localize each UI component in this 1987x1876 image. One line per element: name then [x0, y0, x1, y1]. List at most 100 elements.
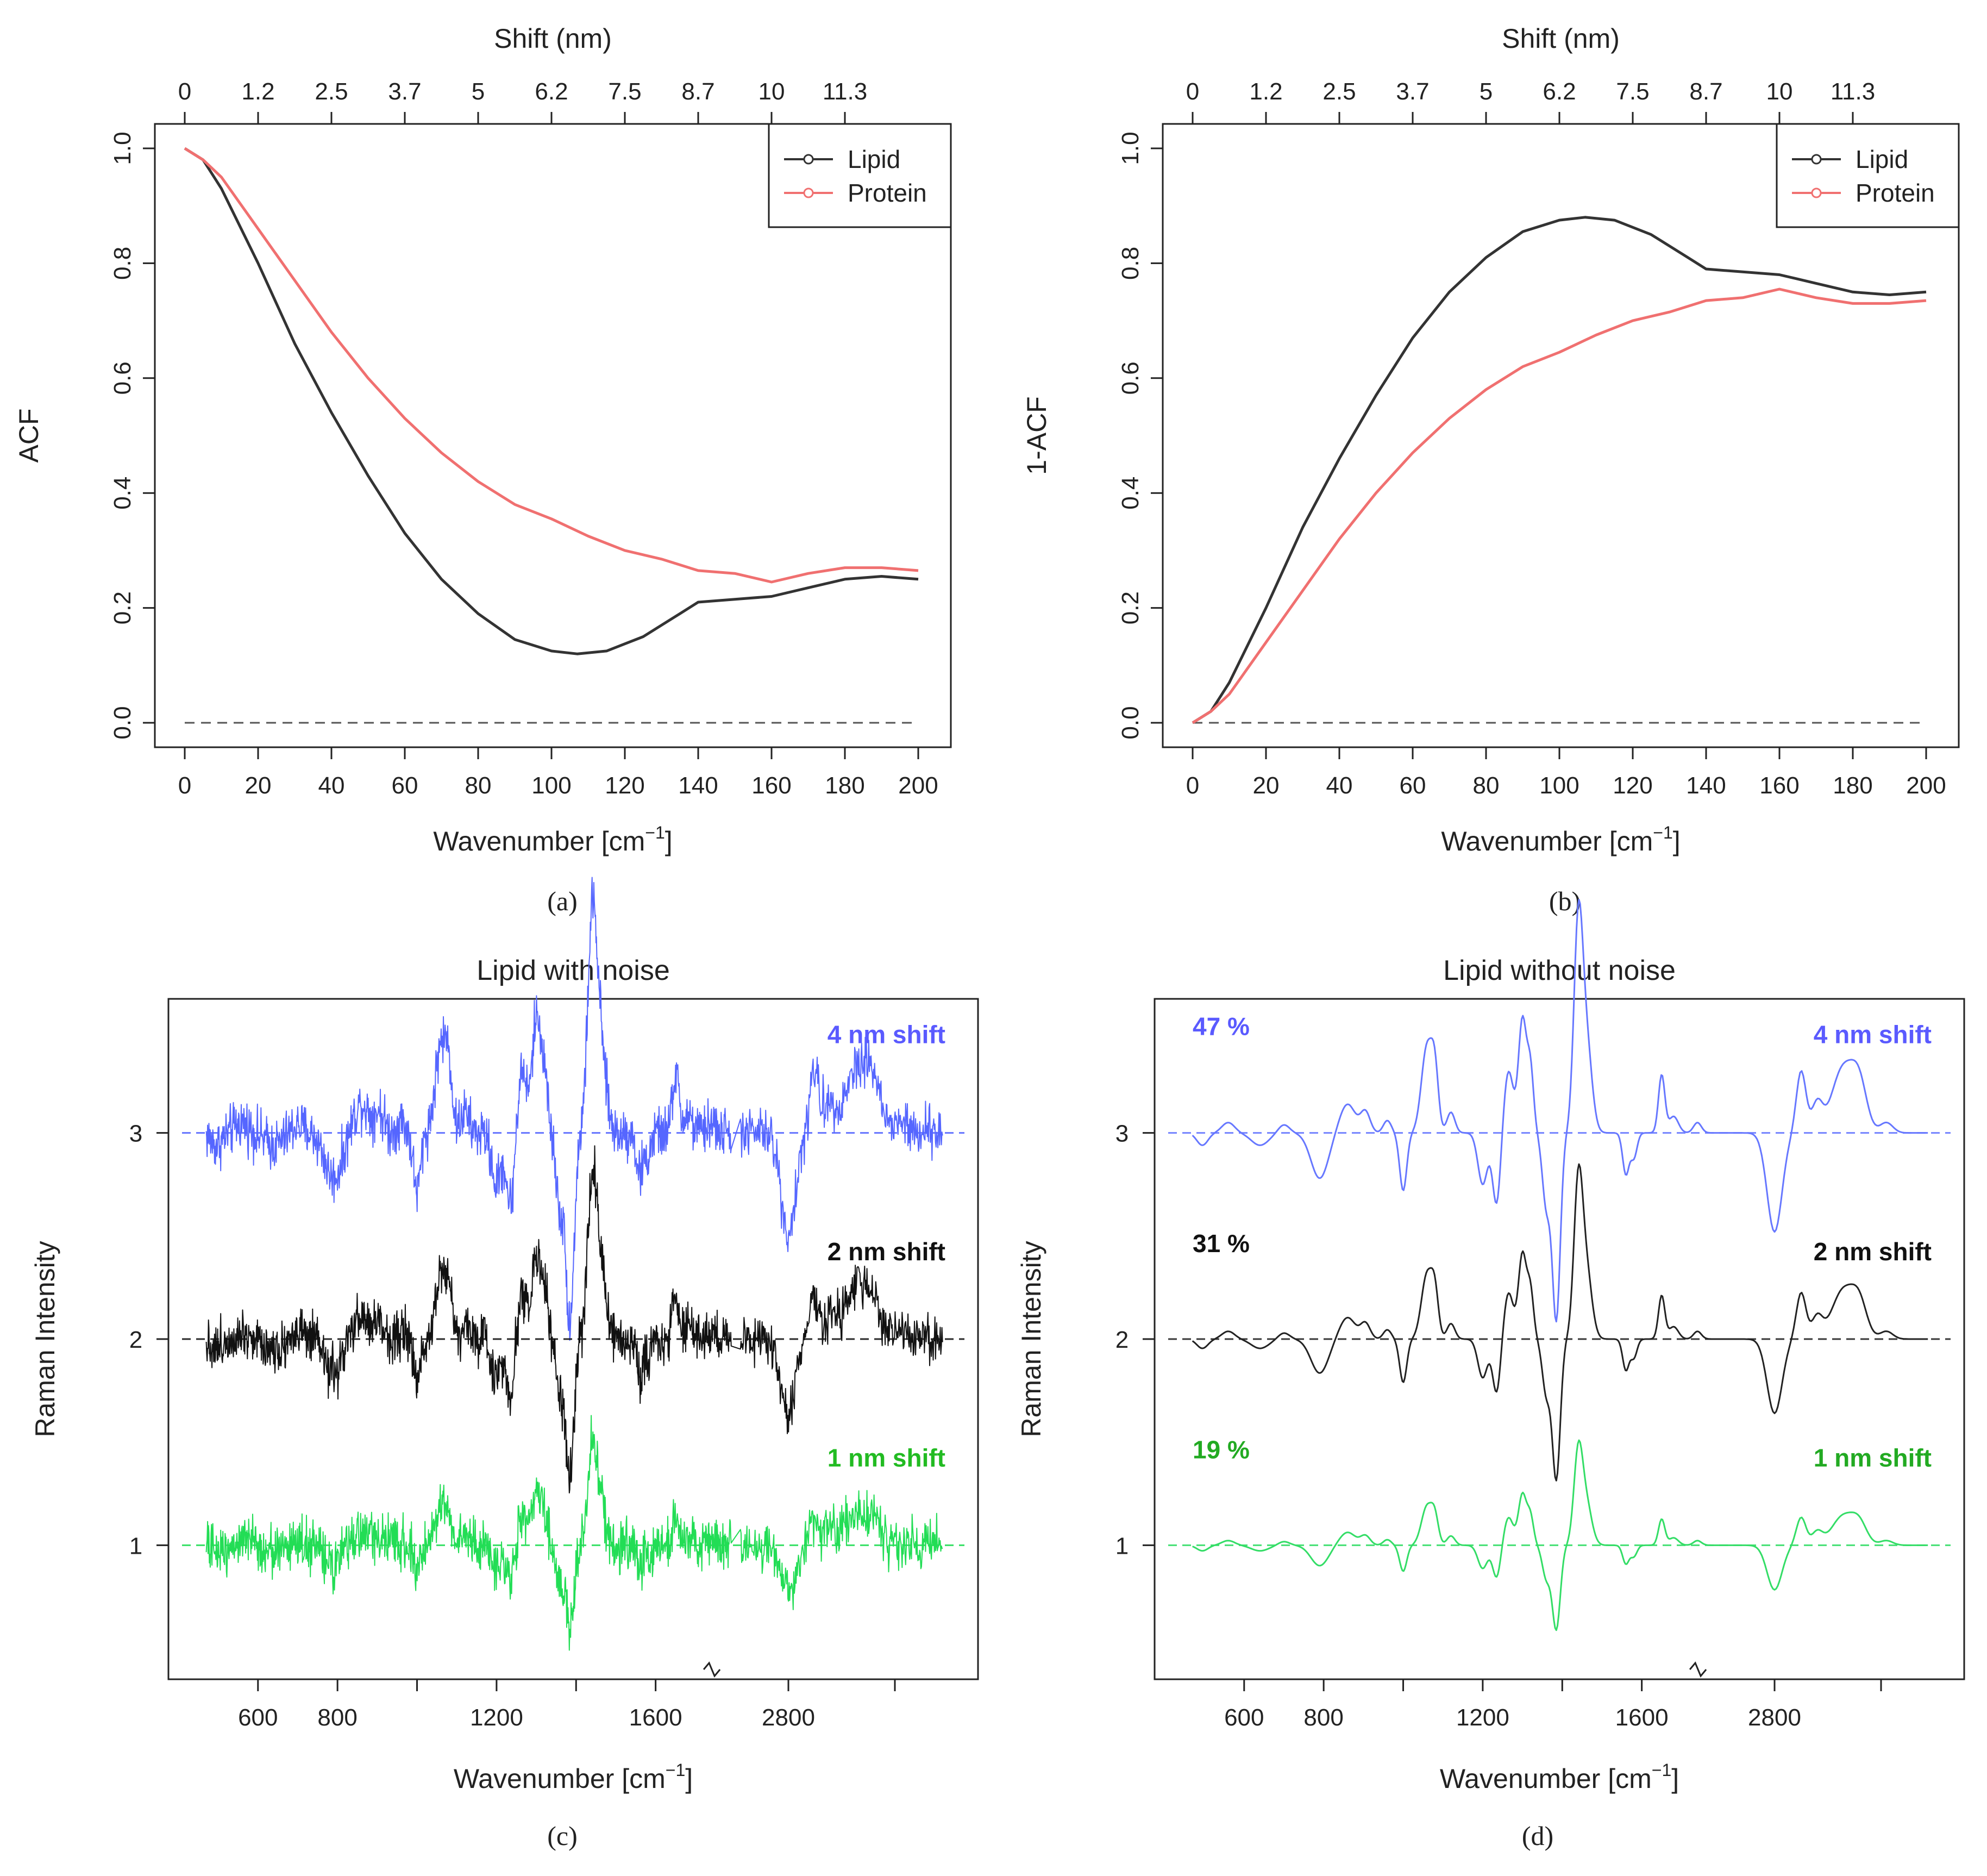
shift-label: 4 nm shift — [1814, 1021, 1932, 1049]
legend-swatch-marker — [803, 154, 814, 165]
x-tick-label: 40 — [1326, 772, 1353, 799]
x-axis-title-end: ] — [1673, 826, 1681, 856]
x-tick-label: 160 — [751, 772, 791, 799]
x-tick-label: 180 — [1833, 772, 1872, 799]
x-axis-title: Wavenumber [cm−1] — [1440, 1760, 1679, 1794]
x-tick-label: 160 — [1759, 772, 1799, 799]
percent-label: 31 % — [1193, 1229, 1250, 1258]
x-axis-title-end: ] — [1671, 1764, 1679, 1794]
shift-label: 1 nm shift — [828, 1443, 945, 1472]
x-tick-label: 800 — [317, 1704, 357, 1731]
y-tick-label: 0.0 — [1117, 706, 1144, 739]
y-tick-label: 0.6 — [109, 361, 136, 395]
panel-title: Lipid with noise — [477, 955, 670, 986]
spectrum-line-1-nm-shift — [205, 1415, 943, 1651]
x-axis-title-end: ] — [685, 1764, 693, 1794]
legend-label: Lipid — [1856, 145, 1908, 173]
y-tick-label: 1.0 — [1117, 132, 1144, 165]
x-tick-label: 200 — [1906, 772, 1946, 799]
top-tick-label: 3.7 — [388, 78, 421, 105]
x-axis-title-text: Wavenumber [cm — [1440, 1764, 1652, 1794]
axis-break-marker — [1689, 1661, 1707, 1678]
y-tick-label: 0.8 — [109, 247, 136, 280]
y-tick-label: 2 — [129, 1327, 142, 1353]
y-tick-label: 0.0 — [109, 706, 136, 739]
top-tick-label: 2.5 — [315, 78, 348, 105]
y-axis-title: 1-ACF — [1021, 396, 1052, 474]
x-axis-title: Wavenumber [cm−1] — [433, 823, 672, 856]
series-line-protein — [184, 147, 919, 584]
x-axis-title-superscript: −1 — [645, 823, 665, 842]
panel-caption: (c) — [547, 1821, 578, 1851]
top-tick-label: 10 — [1766, 78, 1793, 105]
x-tick-label: 80 — [1473, 772, 1500, 799]
top-tick-label: 5 — [1480, 78, 1493, 105]
top-tick-label: 11.3 — [823, 78, 867, 105]
x-tick-label: 100 — [1539, 772, 1579, 799]
legend-label: Protein — [1856, 179, 1935, 207]
top-tick-label: 1.2 — [1249, 78, 1282, 105]
series-line-protein — [1192, 287, 1927, 724]
legend-swatch-marker — [1811, 154, 1822, 165]
y-tick-label: 0.8 — [1117, 247, 1144, 280]
legend-label: Protein — [848, 179, 927, 207]
y-tick-label: 0.2 — [1117, 591, 1144, 624]
x-tick-label: 120 — [605, 772, 644, 799]
top-tick-label: 10 — [759, 78, 785, 105]
x-axis-title-text: Wavenumber [cm — [433, 826, 645, 856]
legend-box — [1776, 123, 1960, 228]
x-tick-label: 1600 — [1615, 1704, 1669, 1731]
panel-title: Lipid without noise — [1443, 955, 1676, 986]
x-axis-title-superscript: −1 — [1652, 1760, 1671, 1780]
x-tick-label: 120 — [1613, 772, 1652, 799]
x-tick-label: 600 — [1224, 1704, 1264, 1731]
spectrum-line-4-nm-shift — [205, 877, 943, 1341]
shift-label: 2 nm shift — [828, 1237, 945, 1266]
x-tick-label: 600 — [238, 1704, 278, 1731]
panel-caption: (a) — [547, 886, 578, 916]
x-tick-label: 2800 — [762, 1704, 815, 1731]
y-tick-label: 0.2 — [109, 591, 136, 624]
x-tick-label: 60 — [392, 772, 418, 799]
axis-break-marker — [703, 1661, 721, 1678]
y-axis-title: Raman Intensity — [1016, 1241, 1046, 1437]
shift-label: 2 nm shift — [1814, 1237, 1932, 1266]
y-axis-title: ACF — [14, 409, 44, 463]
x-tick-label: 100 — [531, 772, 571, 799]
legend-swatch-marker — [1811, 187, 1822, 198]
x-tick-label: 180 — [825, 772, 864, 799]
x-tick-label: 1200 — [1456, 1704, 1509, 1731]
y-tick-label: 0.6 — [1117, 361, 1144, 395]
y-tick-label: 1.0 — [109, 132, 136, 165]
y-tick-label: 3 — [129, 1121, 142, 1147]
series-line-lipid — [184, 147, 919, 655]
top-tick-label: 7.5 — [1616, 78, 1649, 105]
x-tick-label: 1200 — [470, 1704, 523, 1731]
percent-label: 47 % — [1193, 1012, 1250, 1041]
panel-d-lipid-without-noise: Lipid without noise 600 800 1200 1600 2800 Wav… — [1016, 898, 1965, 1851]
top-tick-label: 6.2 — [1543, 78, 1576, 105]
top-axis-title: Shift (nm) — [1502, 23, 1620, 54]
x-axis-title: Wavenumber [cm−1] — [454, 1760, 693, 1794]
percent-label: 19 % — [1193, 1435, 1250, 1464]
top-axis-title: Shift (nm) — [494, 23, 612, 54]
top-tick-label: 3.7 — [1396, 78, 1429, 105]
spectrum-line-2-nm-shift — [205, 1145, 943, 1494]
spectrum-line-1-nm-shift — [1192, 1439, 1928, 1631]
x-tick-label: 80 — [465, 772, 492, 799]
panel-c-lipid-with-noise: Lipid with noise 600 800 1200 1600 2800 Wavenu… — [30, 877, 979, 1851]
top-tick-label: 5 — [472, 78, 485, 105]
top-tick-label: 1.2 — [241, 78, 274, 105]
spectrum-line-4-nm-shift — [1192, 898, 1928, 1323]
x-tick-label: 800 — [1303, 1704, 1343, 1731]
x-tick-label: 0 — [1186, 772, 1199, 799]
x-axis-title-superscript: −1 — [666, 1760, 685, 1780]
x-tick-label: 40 — [318, 772, 345, 799]
x-axis-title-end: ] — [665, 826, 673, 856]
series-line-lipid — [1192, 216, 1927, 724]
plot-frame — [154, 123, 952, 748]
panel-caption: (b) — [1549, 886, 1581, 916]
x-axis-title-text: Wavenumber [cm — [454, 1764, 666, 1794]
x-axis-title-text: Wavenumber [cm — [1441, 826, 1653, 856]
